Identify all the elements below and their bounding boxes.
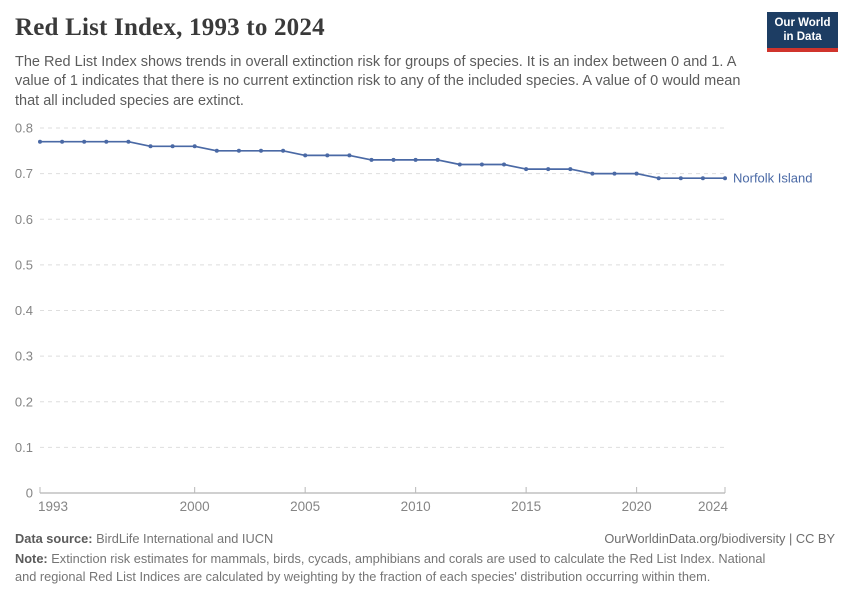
note-value: Extinction risk estimates for mammals, b… bbox=[15, 551, 766, 585]
y-axis-label-0.6: 0.6 bbox=[15, 212, 33, 227]
data-point-2003[interactable] bbox=[259, 148, 263, 153]
data-point-1996[interactable] bbox=[104, 139, 109, 144]
data-point-1994[interactable] bbox=[60, 139, 65, 144]
data-point-2020[interactable] bbox=[634, 171, 639, 176]
x-axis-label-2024: 2024 bbox=[698, 499, 729, 514]
data-point-2019[interactable] bbox=[612, 171, 617, 176]
data-point-2002[interactable] bbox=[236, 148, 241, 153]
data-point-2005[interactable] bbox=[303, 153, 308, 158]
data-point-2001[interactable] bbox=[214, 148, 219, 153]
data-point-1999[interactable] bbox=[170, 144, 175, 149]
data-point-2012[interactable] bbox=[457, 162, 462, 167]
data-point-2022[interactable] bbox=[678, 176, 683, 181]
data-point-1997[interactable] bbox=[126, 139, 131, 144]
data-source-line: Data source: BirdLife International and … bbox=[15, 531, 273, 546]
owid-logo-line2: in Data bbox=[783, 30, 822, 43]
owid-logo[interactable]: Our World in Data bbox=[767, 12, 838, 53]
data-point-2018[interactable] bbox=[590, 171, 595, 176]
data-point-2017[interactable] bbox=[568, 167, 573, 172]
footer-sources-row: Data source: BirdLife International and … bbox=[15, 531, 835, 546]
data-point-2004[interactable] bbox=[281, 148, 286, 153]
series-line-norfolk-island[interactable] bbox=[40, 140, 725, 180]
y-axis-label-0.7: 0.7 bbox=[15, 166, 33, 181]
y-axis-label-0.2: 0.2 bbox=[15, 394, 33, 409]
data-point-1993[interactable] bbox=[38, 139, 42, 144]
line-chart-canvas[interactable]: 0 0.1 0.2 0.3 0.4 0.5 0.6 0.7 0.8 1993 2000 2005 201… bbox=[0, 110, 850, 522]
y-axis-label-0.3: 0.3 bbox=[15, 349, 33, 364]
page-title: Red List Index, 1993 to 2024 bbox=[15, 14, 325, 41]
data-point-2010[interactable] bbox=[413, 157, 418, 162]
y-axis-label-0.4: 0.4 bbox=[15, 303, 33, 318]
x-axis-label-2020: 2020 bbox=[622, 499, 652, 514]
data-point-2024[interactable] bbox=[723, 176, 727, 181]
data-source-label: Data source: bbox=[15, 531, 93, 546]
data-point-2015[interactable] bbox=[524, 167, 529, 172]
x-axis-label-2000: 2000 bbox=[180, 499, 210, 514]
data-point-2006[interactable] bbox=[325, 153, 330, 158]
y-axis-label-0: 0 bbox=[26, 486, 33, 501]
x-axis-label-2015: 2015 bbox=[511, 499, 541, 514]
y-axis-label-0.1: 0.1 bbox=[15, 440, 33, 455]
data-point-1995[interactable] bbox=[82, 139, 87, 144]
owid-citation-link[interactable]: OurWorldinData.org/biodiversity | CC BY bbox=[604, 531, 835, 546]
data-point-2021[interactable] bbox=[656, 176, 661, 181]
x-axis-label-1993: 1993 bbox=[38, 499, 68, 514]
chart-subtitle: The Red List Index shows trends in overa… bbox=[15, 54, 741, 109]
data-point-2009[interactable] bbox=[391, 157, 396, 162]
x-axis-label-2005: 2005 bbox=[290, 499, 320, 514]
x-axis-label-2010: 2010 bbox=[401, 499, 431, 514]
data-point-2013[interactable] bbox=[479, 162, 484, 167]
data-point-2000[interactable] bbox=[192, 144, 197, 149]
data-point-2011[interactable] bbox=[435, 157, 440, 162]
data-point-2016[interactable] bbox=[546, 167, 551, 172]
owid-logo-line1: Our World bbox=[774, 17, 831, 29]
footer-note: Note: Extinction risk estimates for mamm… bbox=[15, 550, 767, 586]
y-axis-label-0.5: 0.5 bbox=[15, 257, 33, 272]
data-source-value: BirdLife International and IUCN bbox=[92, 531, 274, 546]
note-label: Note: bbox=[15, 551, 48, 566]
y-axis-label-0.8: 0.8 bbox=[15, 121, 33, 136]
data-point-1998[interactable] bbox=[148, 144, 153, 149]
data-point-2007[interactable] bbox=[347, 153, 352, 158]
data-point-2008[interactable] bbox=[369, 157, 374, 162]
entity-label[interactable]: Norfolk Island bbox=[733, 171, 812, 186]
data-point-2023[interactable] bbox=[700, 176, 705, 181]
data-point-2014[interactable] bbox=[502, 162, 506, 167]
